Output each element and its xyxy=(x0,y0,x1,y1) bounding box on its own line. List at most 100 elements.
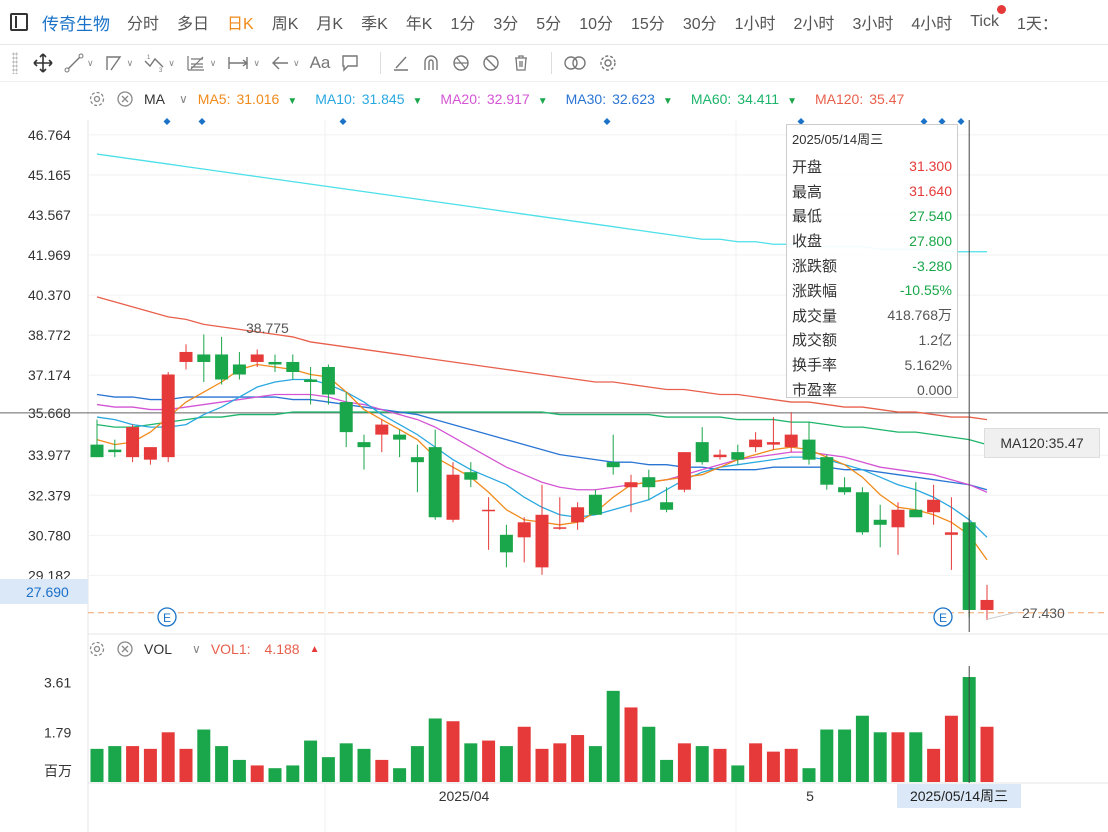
tooltip-value: 27.540 xyxy=(909,207,952,224)
magnet-icon[interactable] xyxy=(421,53,441,73)
current-price-badge: 27.690 xyxy=(0,579,88,604)
volume-bar xyxy=(126,746,140,782)
ma-indicator-name[interactable]: MA xyxy=(144,91,165,107)
price-axis-label: 33.977 xyxy=(28,447,71,463)
volume-bar xyxy=(357,748,371,782)
candle-body xyxy=(126,427,140,458)
period-tab[interactable]: 3小时 xyxy=(852,16,894,33)
tooltip-label: 开盘 xyxy=(792,158,823,176)
lock-icon[interactable] xyxy=(451,53,471,73)
period-tab[interactable]: 1分 xyxy=(450,16,476,33)
arrow-icon[interactable]: ∨ xyxy=(270,53,300,73)
period-tab[interactable]: 分时 xyxy=(127,16,160,33)
tooltip-value: -10.55% xyxy=(899,282,952,299)
comment-icon[interactable] xyxy=(340,53,360,73)
ma-item[interactable]: MA60: 34.411 ▼ xyxy=(691,91,797,107)
period-tab[interactable]: 月K xyxy=(316,16,344,33)
tooltip-value: 5.162% xyxy=(904,356,952,373)
volume-bar xyxy=(446,721,460,782)
candle-body xyxy=(820,457,834,485)
period-tab[interactable]: 日K xyxy=(227,16,254,33)
ma30-line xyxy=(96,393,988,491)
candle-body xyxy=(517,522,531,538)
candle-body xyxy=(802,439,816,460)
period-tab[interactable]: 季K xyxy=(361,16,388,33)
volume-bar xyxy=(624,707,638,782)
candle-body xyxy=(143,447,157,460)
candle-body xyxy=(660,502,674,510)
event-marker-label: E xyxy=(163,611,171,625)
candle-body xyxy=(855,492,869,533)
trash-icon[interactable] xyxy=(511,53,531,73)
signal-marker-icon xyxy=(920,118,928,125)
period-tab[interactable]: 2小时 xyxy=(793,16,835,33)
line-tool-icon[interactable]: ∨ xyxy=(64,53,94,73)
period-tab[interactable]: 3分 xyxy=(493,16,519,33)
period-tab[interactable]: Tick xyxy=(961,5,1008,31)
tooltip-row: 开盘 31.300 xyxy=(787,154,957,179)
vol-indicator-name[interactable]: VOL xyxy=(144,641,173,657)
vol-close-icon[interactable] xyxy=(116,640,134,658)
polyline-icon[interactable]: ∨ xyxy=(104,53,133,73)
overlay-icon[interactable] xyxy=(562,53,588,73)
candle-body xyxy=(339,402,353,433)
signal-marker-icon xyxy=(339,118,347,125)
period-tab[interactable]: 1天： xyxy=(1016,16,1058,33)
candle-body xyxy=(891,509,905,528)
settings-icon[interactable] xyxy=(598,53,618,73)
tooltip-row: 换手率 5.162% xyxy=(787,352,957,377)
candle-body xyxy=(90,444,104,458)
volume-bar xyxy=(944,715,958,782)
period-tab[interactable]: 年K xyxy=(405,16,433,33)
volume-bar xyxy=(304,740,318,782)
period-tab[interactable]: 5分 xyxy=(536,16,562,33)
wave-icon[interactable]: 1 3 ∨ xyxy=(144,55,175,73)
candle-body xyxy=(179,351,193,362)
stock-name[interactable]: 传奇生物 xyxy=(42,14,110,34)
period-tab[interactable]: 30分 xyxy=(682,16,717,33)
period-tab[interactable]: 15分 xyxy=(631,16,665,33)
candle-body xyxy=(482,509,496,512)
volume-bar xyxy=(677,743,691,782)
pen-icon[interactable] xyxy=(391,53,411,73)
vol-settings-icon[interactable] xyxy=(88,640,106,658)
period-tab[interactable]: 10分 xyxy=(579,16,613,33)
candle-body xyxy=(909,509,923,518)
notification-dot xyxy=(996,5,1006,14)
price-axis-label: 32.379 xyxy=(28,487,71,503)
period-tab[interactable]: 多日 xyxy=(177,16,210,33)
measure-icon[interactable]: ∨ xyxy=(226,53,260,73)
ma-value: 31.016 xyxy=(236,91,280,107)
candle-body xyxy=(108,449,122,453)
period-tab[interactable]: 周K xyxy=(271,16,299,33)
ma-close-icon[interactable] xyxy=(116,90,134,108)
ma-item[interactable]: MA10: 31.845 ▼ xyxy=(315,91,422,107)
price-axis-label: 40.370 xyxy=(28,287,71,303)
ma-item[interactable]: MA5: 31.016 ▼ xyxy=(198,91,297,107)
tooltip-row: 涨跌额 -3.280 xyxy=(787,253,957,278)
volume-bar xyxy=(927,748,941,782)
high-annotation: 38.775 xyxy=(246,320,289,336)
volume-bar xyxy=(321,757,335,782)
candle-body xyxy=(588,494,602,515)
fib-icon[interactable]: ∨ xyxy=(185,53,216,73)
sidebar-toggle-icon[interactable] xyxy=(10,13,28,31)
ma-indicator-bar: MA ∨ MA5: 31.016 ▼ MA10: 31.845 ▼ MA20: 32.917 ▼… xyxy=(88,86,922,112)
period-tab[interactable]: 4小时 xyxy=(911,16,953,33)
text-icon[interactable]: Aa xyxy=(309,53,331,72)
ma-item[interactable]: MA30: 32.623 ▼ xyxy=(566,91,673,107)
hide-icon[interactable] xyxy=(481,53,501,73)
volume-bar xyxy=(90,748,104,782)
ma-settings-icon[interactable] xyxy=(88,90,106,108)
period-tab[interactable]: 1小时 xyxy=(734,16,776,33)
candle-body xyxy=(428,447,442,518)
ma-item[interactable]: MA20: 32.917 ▼ xyxy=(440,91,547,107)
move-icon[interactable] xyxy=(32,52,54,74)
chevron-down-icon[interactable]: ∨ xyxy=(192,642,201,656)
toolbar-grip-icon[interactable] xyxy=(12,52,18,74)
ma120-line xyxy=(96,296,988,421)
chevron-down-icon[interactable]: ∨ xyxy=(179,92,188,106)
ma-item[interactable]: MA120: 35.47 xyxy=(815,91,904,107)
volume-bar xyxy=(838,729,852,782)
